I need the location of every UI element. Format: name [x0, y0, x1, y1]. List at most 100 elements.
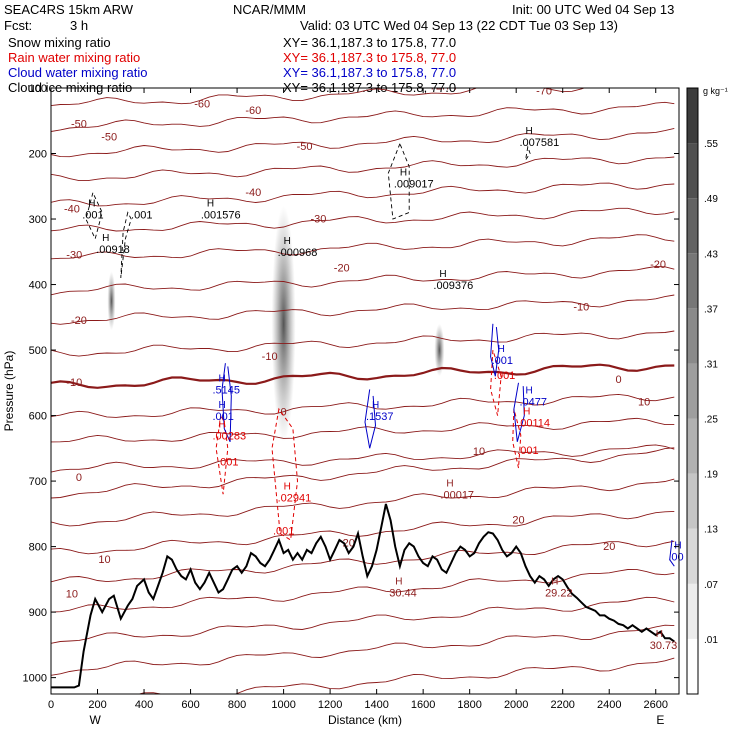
temperature-contour	[51, 569, 675, 613]
colorbar-bin	[687, 473, 698, 529]
colorbar: .01 .07 .13 .19 .25 .31 .37 .43 .49 .55 g kg⁻¹	[686, 86, 728, 695]
extremum-marker: H	[88, 199, 95, 210]
init-time: Init: 00 UTC Wed 04 Sep 13	[512, 2, 675, 17]
temperature-contour	[51, 540, 675, 583]
colorbar-bin	[687, 638, 698, 694]
x-tick-label: 200	[88, 699, 106, 711]
extremum-value: 29.22	[545, 588, 573, 600]
extremum-value: .00	[668, 552, 683, 564]
contour-label: -10	[573, 302, 589, 314]
contour-label: 10	[98, 554, 110, 566]
terrain	[51, 503, 675, 689]
x-tick-label: 1600	[411, 699, 435, 711]
colorbar-tick-label: .55	[704, 139, 718, 150]
legend-rain-label: Rain water mixing ratio	[8, 50, 141, 65]
temperature-contour	[51, 156, 675, 182]
extremum-value: .00283	[212, 430, 246, 442]
x-tick-label: 800	[228, 699, 246, 711]
annotations: H.001.001H.001576H.00918H.000968H.009017…	[82, 126, 683, 652]
y-tick-label: 100	[29, 83, 47, 95]
colorbar-bin	[687, 308, 698, 364]
center-title: NCAR/MMM	[233, 2, 306, 17]
extremum-marker: H	[525, 126, 532, 137]
contour-label: -20	[650, 259, 666, 271]
x-tick-label: 1000	[271, 699, 295, 711]
x-tick-label: 600	[181, 699, 199, 711]
extremum-marker: H	[525, 385, 532, 396]
y-tick-label: 900	[29, 607, 47, 619]
colorbar-unit: g kg⁻¹	[703, 86, 728, 96]
contour-label: 10	[473, 446, 485, 458]
contour-label: -60	[194, 99, 210, 111]
colorbar-bin	[687, 363, 698, 419]
extremum-value: .001	[217, 457, 238, 469]
colorbar-bin	[687, 528, 698, 584]
extremum-marker: H	[439, 269, 446, 280]
fcst-label: Fcst:	[4, 18, 33, 33]
temperature-contour	[51, 510, 675, 555]
cloud-ice-contour	[120, 211, 132, 279]
contour-label: 0	[615, 374, 621, 386]
contour-label: -40	[245, 187, 261, 199]
colorbar-frame	[686, 87, 699, 695]
extremum-value: .001	[517, 445, 538, 457]
contour-label: -30	[311, 213, 327, 225]
colorbar-tick-label: .07	[704, 580, 718, 591]
legend-snow-label: Snow mixing ratio	[8, 35, 111, 50]
contour-label: -10	[262, 351, 278, 363]
contour-label: -50	[71, 118, 87, 130]
west-label: W	[90, 713, 102, 727]
cloud-water-contour	[513, 382, 525, 442]
x-tick-label: 2400	[597, 699, 621, 711]
contour-label: -40	[64, 203, 80, 215]
temperature-contour	[51, 478, 675, 527]
extremum-value: .007581	[519, 137, 559, 149]
contour-label: -20	[334, 262, 350, 274]
colorbar-tick-label: .25	[704, 415, 718, 426]
contour-label: 10	[638, 397, 650, 409]
colorbar-tick-label: .19	[704, 470, 718, 481]
x-tick-label: 1200	[318, 699, 342, 711]
y-tick-label: 1000	[23, 673, 47, 685]
temperature-contour	[51, 393, 675, 418]
extremum-value: .001	[494, 370, 515, 382]
x-tick-label: 1800	[457, 699, 481, 711]
extremum-value: .000968	[278, 247, 318, 259]
contour-label: -30	[66, 249, 82, 261]
temperature-contour	[137, 657, 675, 694]
colorbar-bin	[687, 143, 698, 199]
extremum-value: .009376	[433, 280, 473, 292]
contour-label: -72.8	[513, 78, 538, 90]
legend-rain-xy: XY= 36.1,187.3 to 175.8, 77.0	[283, 50, 457, 65]
temperature-contour	[51, 294, 675, 325]
extremum-marker: H	[498, 344, 505, 355]
temperature-contour	[51, 444, 675, 473]
extremum-value: .001	[492, 355, 513, 367]
colorbar-bin	[687, 583, 698, 639]
valid-time: Valid: 03 UTC Wed 04 Sep 13 (22 CDT Tue …	[300, 18, 618, 33]
colorbar-bin	[687, 418, 698, 474]
extremum-marker: H	[102, 233, 109, 244]
y-tick-label: 400	[29, 280, 47, 292]
extremum-marker: H	[218, 419, 225, 430]
colorbar-bin	[687, 88, 698, 144]
cloud-ice-contour	[387, 142, 410, 220]
extremum-marker: H	[207, 199, 214, 210]
extremum-value: .00017	[440, 489, 474, 501]
hydrometeor-contours	[85, 142, 675, 567]
extremum-value: .00918	[96, 244, 130, 256]
extremum-value: .1537	[366, 411, 394, 423]
east-label: E	[656, 713, 664, 727]
colorbar-tick-label: .13	[704, 525, 718, 536]
extremum-value: .0477	[519, 396, 547, 408]
temperature-contour	[51, 624, 675, 676]
colorbar-bin	[687, 253, 698, 309]
colorbar-tick-label: .01	[704, 635, 718, 646]
x-tick-label: 0	[48, 699, 54, 711]
temperature-contour	[51, 330, 675, 357]
cloud-ice-contour	[525, 145, 531, 161]
extremum-value: .02941	[278, 493, 312, 505]
cloud-water-contour	[221, 363, 232, 443]
temperature-contour	[51, 447, 675, 499]
axes: 0 200 400 600 800 1000 1200 1400 1600 1800 2000 220…	[2, 83, 679, 727]
